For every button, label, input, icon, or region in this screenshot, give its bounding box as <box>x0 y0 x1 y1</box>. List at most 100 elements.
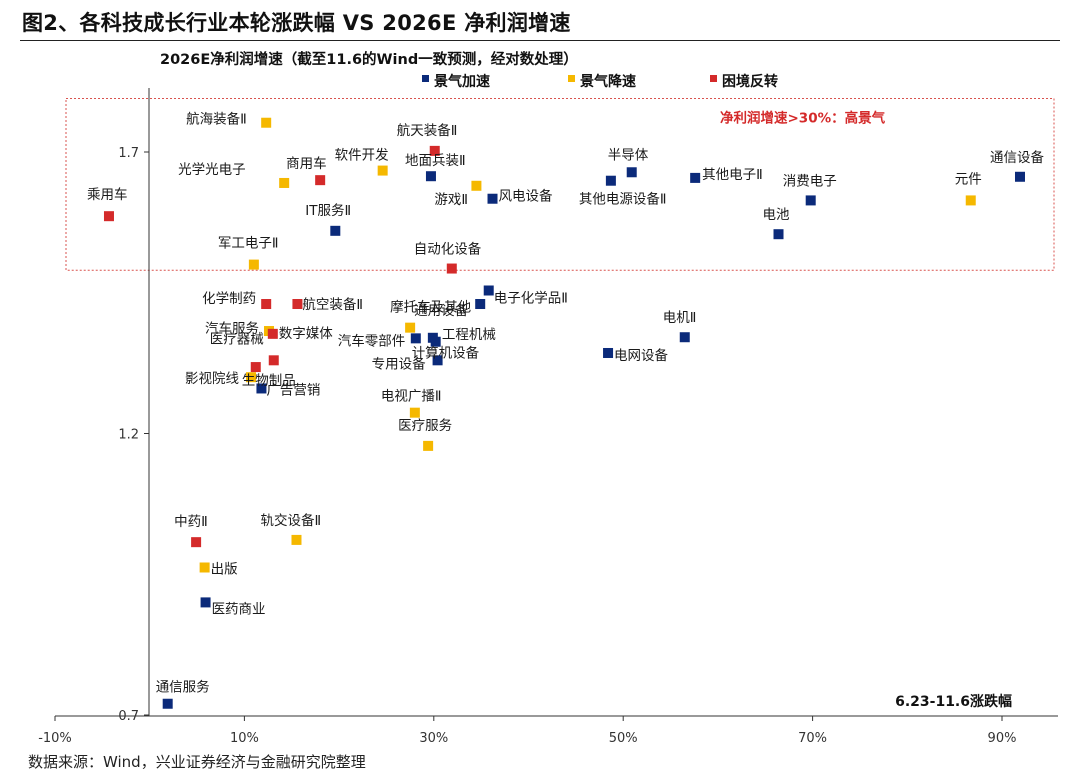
point-label: 半导体 <box>608 147 649 163</box>
point-label: 计算机设备 <box>412 345 480 362</box>
point-label: 电网设备 <box>614 347 668 364</box>
point-label: 软件开发 <box>335 148 389 164</box>
point-label: 通信服务 <box>156 680 210 696</box>
point-label: 通用设备 <box>414 302 468 319</box>
point-label: 医疗服务 <box>398 418 452 434</box>
data-point <box>430 336 441 347</box>
data-point <box>292 299 303 310</box>
point-label: 航天装备Ⅱ <box>397 122 458 139</box>
point-label: 工程机械 <box>442 327 496 343</box>
data-point <box>487 193 498 204</box>
point-label: 医疗器械 <box>210 331 264 347</box>
data-point <box>162 698 173 709</box>
point-label: 医药商业 <box>212 601 266 617</box>
point-label: 游戏Ⅱ <box>434 192 468 208</box>
y-tick-label: 1.2 <box>118 428 139 443</box>
point-label: 电子化学品Ⅱ <box>494 290 568 306</box>
data-points <box>103 117 1025 709</box>
x-tick-label: 90% <box>988 731 1017 746</box>
x-tick-label: 10% <box>230 731 259 746</box>
chart-subtitle: 2026E净利润增速（截至11.6的Wind一致预测，经对数处理） <box>160 50 578 68</box>
data-point <box>425 171 436 182</box>
data-point <box>279 177 290 188</box>
x-tick-label: 50% <box>609 731 638 746</box>
point-label: 轨交设备Ⅱ <box>260 512 321 529</box>
point-label: 商用车 <box>286 155 327 172</box>
data-point <box>410 333 421 344</box>
data-point <box>261 117 272 128</box>
point-label: 风电设备 <box>499 188 553 205</box>
point-label: 中药Ⅱ <box>174 514 208 530</box>
axes: -10% 10% 30% 50% 70% 90% 0.7 1.2 1.7 <box>38 88 1058 746</box>
x-tick-label: -10% <box>38 731 72 746</box>
data-point <box>805 195 816 206</box>
data-point <box>377 165 388 176</box>
point-label: 摩托车及其他 <box>390 299 471 316</box>
legend-entry: 困境反转 <box>722 73 778 90</box>
data-point <box>256 383 267 394</box>
point-label: 生物制品 <box>242 373 296 389</box>
data-point <box>446 263 457 274</box>
point-label: 元件 <box>955 171 982 187</box>
point-label: 影视院线 <box>185 371 239 387</box>
data-point <box>103 211 114 222</box>
data-point <box>605 175 616 186</box>
data-point <box>199 562 210 573</box>
legend-swatch <box>422 75 429 82</box>
point-label: 其他电子Ⅱ <box>702 167 763 183</box>
point-label: 消费电子 <box>783 173 837 189</box>
data-point <box>432 355 443 366</box>
figure-title: 图2、各科技成长行业本轮涨跌幅 VS 2026E 净利润增速 <box>22 11 571 35</box>
legend-swatch <box>568 75 575 82</box>
legend: 景气加速 景气降速 困境反转 <box>422 73 778 90</box>
data-point <box>200 597 211 608</box>
data-point <box>405 322 416 333</box>
data-point <box>250 362 261 373</box>
point-label: 电机Ⅱ <box>663 310 697 326</box>
point-label: 地面兵装Ⅱ <box>405 153 466 169</box>
point-label: 光学光电子 <box>178 162 246 178</box>
data-point <box>291 534 302 545</box>
data-point <box>191 537 202 548</box>
data-point <box>1014 171 1025 182</box>
point-label: 汽车服务 <box>205 320 259 337</box>
data-point <box>483 285 494 296</box>
y-tick-label: 0.7 <box>118 709 139 724</box>
point-label: 航海装备Ⅱ <box>186 111 247 128</box>
point-label: 广告营销 <box>266 382 320 398</box>
data-point <box>603 347 614 358</box>
data-point <box>267 328 278 339</box>
highlight-region-label: 净利润增速>30%：高景气 <box>720 110 886 127</box>
source-note: 数据来源：Wind，兴业证券经济与金融研究院整理 <box>28 753 366 771</box>
point-label: 乘用车 <box>87 186 128 203</box>
point-label: 其他电源设备Ⅱ <box>579 191 667 208</box>
point-label: 数字媒体 <box>279 326 333 342</box>
y-tick-label: 1.7 <box>118 146 139 161</box>
legend-entry: 景气降速 <box>580 73 636 90</box>
data-point <box>965 195 976 206</box>
data-point <box>475 299 486 310</box>
point-label: 汽车零部件 <box>338 332 406 349</box>
point-label: 专用设备 <box>372 355 426 372</box>
legend-entry: 景气加速 <box>434 73 490 90</box>
point-label: 军工电子Ⅱ <box>218 236 279 252</box>
point-label: 自动化设备 <box>414 241 482 258</box>
data-point <box>679 332 690 343</box>
title-rule <box>20 40 1060 41</box>
point-label: 航空装备Ⅱ <box>302 296 363 313</box>
data-point <box>315 175 326 186</box>
highlight-region <box>65 98 1055 271</box>
data-point <box>246 372 257 383</box>
data-point <box>409 407 420 418</box>
point-label: 化学制药 <box>202 291 256 307</box>
data-point <box>471 180 482 191</box>
data-point <box>248 259 259 270</box>
x-axis-label: 6.23-11.6涨跌幅 <box>895 693 1012 710</box>
x-tick-label: 70% <box>798 731 827 746</box>
x-tick-label: 30% <box>419 731 448 746</box>
point-label: 电池 <box>763 207 790 223</box>
point-label: 通信设备 <box>990 149 1044 166</box>
point-label: 电视广播Ⅱ <box>381 389 442 405</box>
point-label: IT服务Ⅱ <box>305 203 351 219</box>
